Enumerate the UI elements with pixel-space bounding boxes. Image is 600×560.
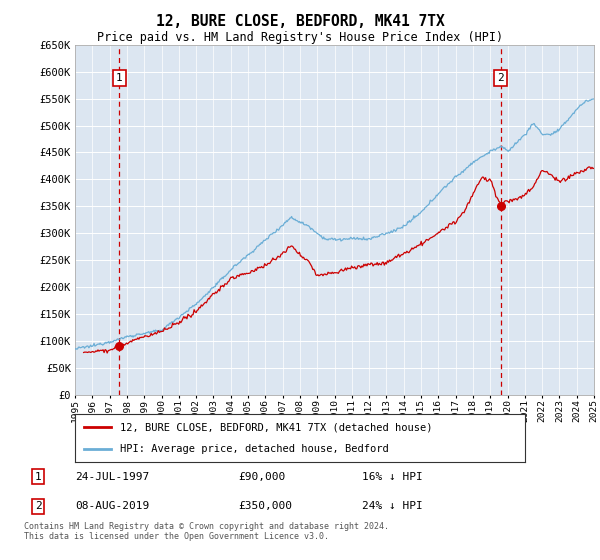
Text: 12, BURE CLOSE, BEDFORD, MK41 7TX: 12, BURE CLOSE, BEDFORD, MK41 7TX <box>155 14 445 29</box>
Text: Price paid vs. HM Land Registry's House Price Index (HPI): Price paid vs. HM Land Registry's House … <box>97 31 503 44</box>
Text: 12, BURE CLOSE, BEDFORD, MK41 7TX (detached house): 12, BURE CLOSE, BEDFORD, MK41 7TX (detac… <box>120 422 433 432</box>
Text: Contains HM Land Registry data © Crown copyright and database right 2024.
This d: Contains HM Land Registry data © Crown c… <box>24 522 389 542</box>
Text: 1: 1 <box>35 472 41 482</box>
Text: 16% ↓ HPI: 16% ↓ HPI <box>362 472 423 482</box>
Text: £350,000: £350,000 <box>238 501 292 511</box>
Text: 2: 2 <box>35 501 41 511</box>
Text: 08-AUG-2019: 08-AUG-2019 <box>75 501 149 511</box>
Text: £90,000: £90,000 <box>238 472 286 482</box>
Text: 1: 1 <box>116 73 122 83</box>
Text: 24% ↓ HPI: 24% ↓ HPI <box>362 501 423 511</box>
Text: HPI: Average price, detached house, Bedford: HPI: Average price, detached house, Bedf… <box>120 444 389 454</box>
Text: 2: 2 <box>497 73 504 83</box>
Text: 24-JUL-1997: 24-JUL-1997 <box>75 472 149 482</box>
